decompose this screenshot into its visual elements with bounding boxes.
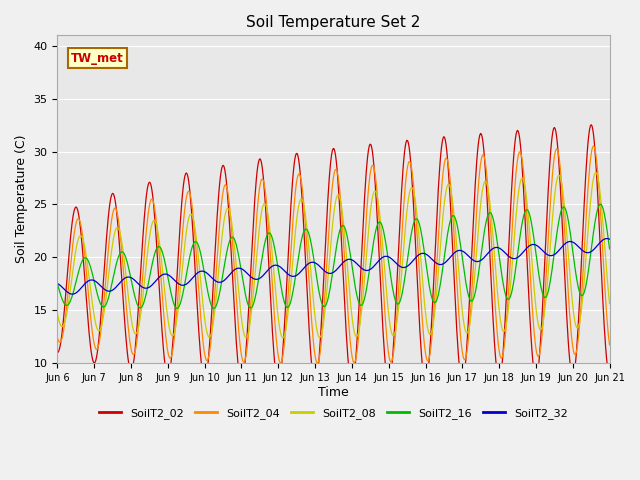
SoilT2_04 [120, 278, 128, 284]
SoilT2_02 [205, 344, 213, 349]
X-axis label: Time: Time [318, 385, 349, 398]
SoilT2_02 [588, 122, 595, 128]
Line: SoilT2_16: SoilT2_16 [58, 204, 609, 308]
SoilT2_32 [605, 236, 613, 242]
Title: Soil Temperature Set 2: Soil Temperature Set 2 [246, 15, 420, 30]
SoilT2_04 [177, 260, 184, 265]
SoilT2_02 [605, 372, 613, 377]
SoilT2_16 [177, 300, 184, 306]
SoilT2_04 [417, 304, 425, 310]
Line: SoilT2_02: SoilT2_02 [58, 125, 609, 384]
SoilT2_16 [205, 296, 213, 302]
SoilT2_04 [205, 350, 213, 356]
SoilT2_08 [605, 301, 613, 307]
SoilT2_16 [63, 302, 71, 308]
Y-axis label: Soil Temperature (C): Soil Temperature (C) [15, 135, 28, 264]
SoilT2_32 [417, 251, 425, 256]
SoilT2_04 [401, 183, 409, 189]
SoilT2_02 [312, 381, 319, 387]
SoilT2_08 [120, 257, 128, 263]
SoilT2_32 [121, 275, 129, 281]
Line: SoilT2_08: SoilT2_08 [58, 172, 609, 338]
SoilT2_04 [314, 360, 321, 366]
SoilT2_16 [605, 246, 613, 252]
SoilT2_16 [596, 201, 604, 207]
SoilT2_32 [54, 281, 61, 287]
Legend: SoilT2_02, SoilT2_04, SoilT2_08, SoilT2_16, SoilT2_32: SoilT2_02, SoilT2_04, SoilT2_08, SoilT2_… [95, 403, 572, 423]
SoilT2_08 [63, 307, 71, 313]
Line: SoilT2_04: SoilT2_04 [58, 146, 609, 363]
SoilT2_02 [120, 312, 128, 318]
SoilT2_08 [177, 287, 184, 293]
SoilT2_32 [604, 236, 611, 241]
SoilT2_32 [401, 264, 409, 270]
Text: TW_met: TW_met [71, 51, 124, 64]
SoilT2_32 [63, 289, 71, 295]
SoilT2_08 [592, 169, 600, 175]
SoilT2_08 [417, 264, 425, 270]
SoilT2_02 [63, 271, 71, 276]
SoilT2_16 [120, 251, 128, 257]
SoilT2_02 [401, 144, 409, 149]
SoilT2_02 [54, 349, 61, 355]
SoilT2_16 [210, 305, 218, 311]
SoilT2_08 [54, 311, 61, 316]
SoilT2_02 [177, 220, 184, 226]
SoilT2_04 [54, 335, 61, 340]
SoilT2_08 [279, 335, 287, 341]
SoilT2_04 [63, 296, 71, 301]
SoilT2_08 [205, 334, 213, 340]
Line: SoilT2_32: SoilT2_32 [58, 239, 609, 294]
SoilT2_08 [401, 225, 409, 231]
SoilT2_16 [54, 281, 61, 287]
SoilT2_04 [589, 143, 597, 149]
SoilT2_32 [177, 282, 185, 288]
SoilT2_32 [68, 291, 76, 297]
SoilT2_16 [417, 230, 425, 236]
SoilT2_02 [417, 351, 425, 357]
SoilT2_32 [206, 273, 214, 279]
SoilT2_04 [605, 342, 613, 348]
SoilT2_16 [401, 272, 409, 277]
